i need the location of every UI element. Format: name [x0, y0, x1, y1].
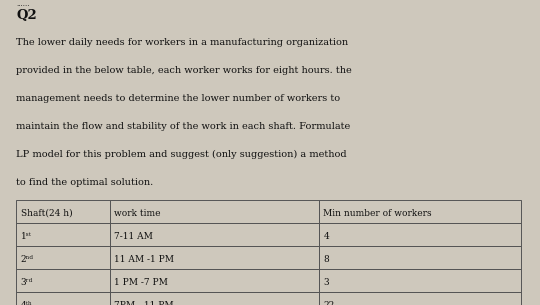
Bar	[110, 292, 319, 305]
Text: to find the optimal solution.: to find the optimal solution.	[16, 178, 153, 188]
Bar	[319, 223, 521, 246]
Text: 7-11 AM: 7-11 AM	[114, 232, 153, 241]
Text: Min number of workers: Min number of workers	[323, 209, 432, 218]
Bar	[110, 246, 319, 269]
Bar	[110, 269, 319, 292]
Bar	[319, 292, 521, 305]
Text: 2ⁿᵈ: 2ⁿᵈ	[21, 255, 33, 264]
Bar	[16, 292, 110, 305]
Text: 1 PM -7 PM: 1 PM -7 PM	[114, 278, 168, 287]
Text: maintain the flow and stability of the work in each shaft. Formulate: maintain the flow and stability of the w…	[16, 122, 350, 131]
Text: 4ᵗʰ: 4ᵗʰ	[21, 301, 32, 305]
Bar	[110, 200, 319, 223]
Text: ......: ......	[16, 0, 30, 8]
Text: 8: 8	[323, 255, 329, 264]
Text: 3ʳᵈ: 3ʳᵈ	[21, 278, 33, 287]
Text: Q2: Q2	[16, 9, 37, 22]
Text: 3: 3	[323, 278, 329, 287]
Bar	[16, 246, 110, 269]
Text: The lower daily needs for workers in a manufacturing organization: The lower daily needs for workers in a m…	[16, 38, 348, 47]
Bar	[16, 269, 110, 292]
Bar	[16, 200, 110, 223]
Text: 22: 22	[323, 301, 335, 305]
Bar	[319, 200, 521, 223]
Bar	[319, 269, 521, 292]
Text: 7PM - 11 PM: 7PM - 11 PM	[114, 301, 173, 305]
Text: LP model for this problem and suggest (only suggestion) a method: LP model for this problem and suggest (o…	[16, 150, 347, 160]
Bar	[319, 246, 521, 269]
Text: 11 AM -1 PM: 11 AM -1 PM	[114, 255, 174, 264]
Bar	[110, 223, 319, 246]
Text: management needs to determine the lower number of workers to: management needs to determine the lower …	[16, 94, 340, 103]
Text: work time: work time	[114, 209, 160, 218]
Text: 4: 4	[323, 232, 329, 241]
Bar	[16, 223, 110, 246]
Text: Shaft(24 h): Shaft(24 h)	[21, 209, 72, 218]
Text: 1ˢᵗ: 1ˢᵗ	[21, 232, 31, 241]
Text: provided in the below table, each worker works for eight hours. the: provided in the below table, each worker…	[16, 66, 352, 75]
